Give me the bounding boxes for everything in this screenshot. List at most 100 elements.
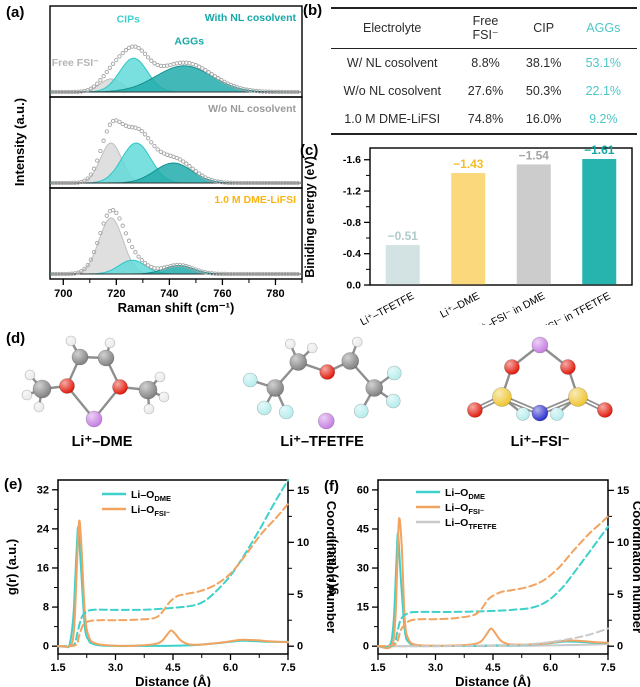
h-atom (306, 342, 318, 354)
molecule-drawing (242, 336, 402, 430)
h-atom (154, 371, 166, 383)
o-atom (467, 402, 483, 418)
raman-data-point (177, 157, 183, 162)
raman-data-point (79, 269, 84, 274)
table-header-cell: CIP (517, 8, 570, 49)
raman-data-point (145, 55, 151, 60)
plot-box (57, 479, 289, 655)
raman-annotation: W/o NL cosolvent (208, 103, 296, 115)
x-axis-title: Raman shift (cm⁻¹) (118, 300, 235, 315)
h-atom (24, 369, 36, 381)
raman-peak-label: AGGs (174, 35, 204, 47)
li-atom (85, 410, 103, 428)
raman-data-point (295, 180, 300, 186)
x-tick-label: 4.5 (485, 662, 500, 674)
x-tick-label: 760 (213, 288, 231, 300)
bar (385, 245, 420, 285)
table-row: W/ NL cosolvent 8.8% 38.1% 53.1% (331, 48, 637, 77)
x-tick-label: 3.0 (428, 662, 443, 674)
f-atom (242, 372, 258, 388)
speciation-table: Electrolyte Free FSI⁻ CIP AGGs W/ NL cosolve… (331, 7, 637, 135)
molecule-caption: Li⁺–DME (71, 434, 133, 450)
y-left-tick-label: 8 (43, 602, 49, 614)
plot-box (377, 479, 609, 655)
raman-data-point (82, 178, 87, 183)
raman-data-point (222, 79, 227, 85)
bar-category-label: Li⁺–FSI⁻ in DME (472, 290, 547, 325)
raman-data-point (95, 158, 100, 163)
bar-value-label: −1.43 (453, 157, 484, 171)
raman-data-point (295, 89, 300, 95)
raman-data-point (136, 45, 141, 51)
raman-data-point (184, 161, 189, 166)
raman-data-point (104, 129, 109, 134)
molecule-0: Li⁺–DME (18, 331, 186, 450)
series-cn-li-o-fsi (57, 502, 289, 648)
table-cell: 74.8% (467, 111, 504, 126)
raman-data-point (196, 171, 202, 176)
x-tick-label: 7.5 (280, 662, 295, 674)
panel-a-label: (a) (6, 4, 25, 21)
rdf-chart-e: 1.5 3.0 4.5 6.0 7.508162432051015Li–ODMELi–O… (4, 479, 336, 687)
series-cn-li-o-dme (57, 479, 289, 648)
y-left-tick-label: 45 (357, 523, 369, 535)
s-atom (568, 387, 588, 407)
raman-data-point (120, 50, 125, 56)
raman-data-point (155, 147, 160, 152)
raman-data-point (200, 66, 205, 71)
h-atom (143, 403, 155, 415)
series-cn-li-o-tfetfe (377, 627, 609, 648)
binding-energy-chart: 0.0 -0.4 -0.8 -1.2 -1.6 −0.51 Li⁺–TFETFE −1.43 L… (303, 143, 633, 325)
c-atom (97, 349, 115, 367)
raman-data-point (295, 271, 300, 277)
raman-spectra-chart: With NL cosolvent Free FSI⁻ CIPs AGGs W/o NL… (12, 5, 303, 315)
raman-data-point (117, 54, 122, 59)
y-tick-label: -1.2 (343, 186, 361, 198)
y-right-tick-label: 10 (297, 537, 309, 549)
raman-data-point (101, 221, 106, 226)
panel-f-label: (f) (324, 478, 339, 495)
o-atom (560, 359, 576, 375)
raman-data-point (139, 128, 144, 134)
series-cn-li-o-dme (377, 525, 609, 648)
h-atom (33, 401, 45, 413)
raman-data-point (158, 149, 164, 154)
raman-data-point (130, 244, 135, 250)
n-atom (531, 404, 549, 422)
raman-data-point (142, 51, 148, 57)
h-atom (351, 336, 363, 348)
raman-data-point (107, 122, 113, 127)
raman-data-point (136, 254, 141, 259)
raman-data-point (120, 121, 125, 127)
h-atom (158, 391, 170, 403)
raman-data-point (149, 140, 154, 145)
panel-d-label: (d) (6, 330, 26, 347)
panel-e-label: (e) (4, 476, 23, 493)
raman-data-point (123, 231, 129, 236)
c-atom (365, 379, 383, 397)
table-cell: 8.8% (471, 55, 500, 70)
raman-data-point (101, 138, 106, 143)
y-right-tick-label: 15 (617, 485, 629, 497)
y-axis-title: Biniding energy (eV) (303, 156, 317, 278)
legend-label: Li–OTFETFE (445, 517, 497, 531)
y-right-axis-title: Coordination number (630, 501, 640, 633)
table-cell: W/ NL cosolvent (346, 55, 438, 70)
raman-data-point (91, 166, 97, 171)
raman-data-point (95, 81, 100, 86)
bar-value-label: −1.61 (584, 143, 615, 157)
raman-annotation: With NL cosolvent (205, 12, 297, 24)
raman-data-point (91, 84, 97, 89)
o-atom (112, 379, 128, 395)
h-atom (21, 389, 33, 401)
y-left-tick-label: 32 (37, 484, 49, 496)
bar (516, 164, 551, 285)
table-cell: 53.1% (585, 55, 622, 70)
series-g-r--li-o-dme (57, 526, 289, 649)
y-left-tick-label: 0 (43, 641, 49, 653)
x-tick-label: 6.0 (543, 662, 558, 674)
y-left-axis-title: g(r) (a.u.) (4, 539, 19, 595)
x-tick-label: 780 (266, 288, 284, 300)
y-right-tick-label: 0 (617, 641, 623, 653)
h-atom (284, 338, 296, 350)
